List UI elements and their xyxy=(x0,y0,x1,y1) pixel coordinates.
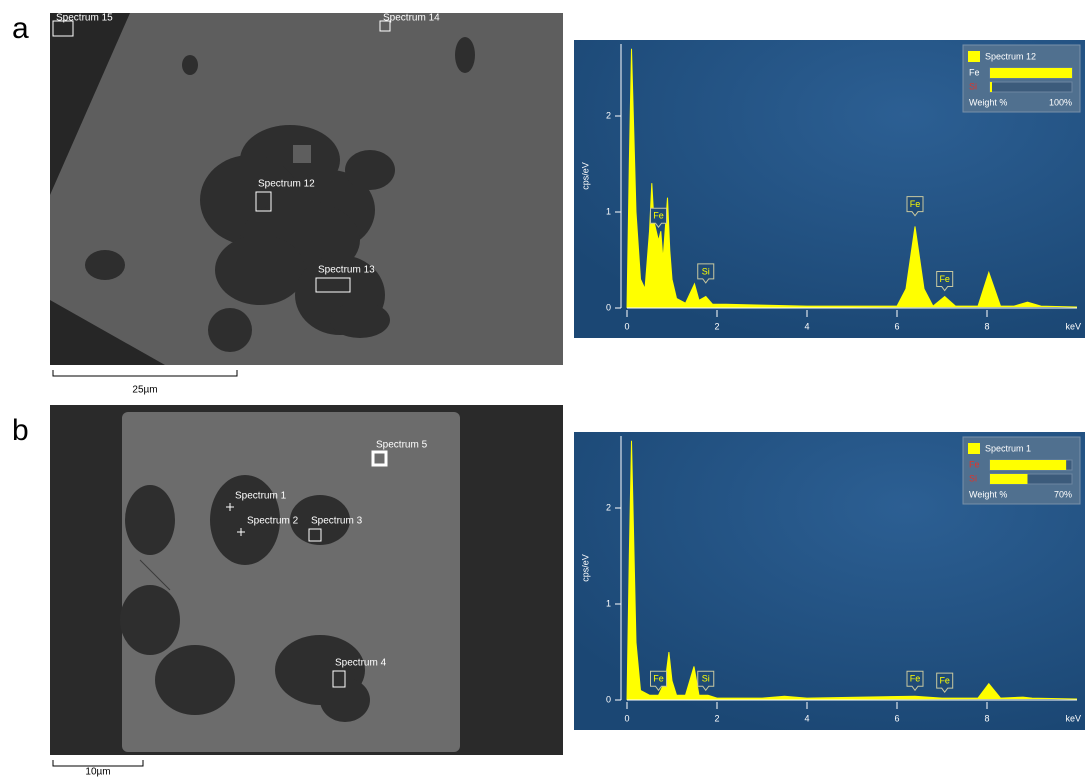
spectrum-label: Spectrum 15 xyxy=(56,13,113,24)
sem-image: Spectrum 15 Spectrum 14 Spectrum 12 Spec… xyxy=(50,13,563,365)
y-tick-label: 0 xyxy=(606,694,611,704)
legend-swatch xyxy=(968,443,980,454)
legend-title: Spectrum 12 xyxy=(985,51,1036,61)
x-tick-label: 8 xyxy=(984,321,989,331)
y-tick-label: 1 xyxy=(606,598,611,608)
weight-bar xyxy=(990,460,1066,470)
element-name: Si xyxy=(969,81,977,91)
peak-label: Si xyxy=(702,674,710,684)
x-tick-label: 2 xyxy=(714,713,719,723)
weight-track xyxy=(990,82,1072,92)
x-tick-label: 0 xyxy=(624,321,629,331)
legend-title: Spectrum 1 xyxy=(985,443,1031,453)
peak-label: Fe xyxy=(939,274,950,284)
spectrum-label: Spectrum 3 xyxy=(311,516,363,527)
weight-bar xyxy=(990,68,1072,78)
spectrum-label: Spectrum 12 xyxy=(258,179,315,190)
element-name: Fe xyxy=(969,67,980,77)
panel-label: b xyxy=(12,414,29,447)
x-tick-label: 2 xyxy=(714,321,719,331)
spectrum-chart: 0 2 4 6 8 0 1 2 keV cps/eV Fe Si Fe Fe Spectrum 12 Fe Si… xyxy=(574,40,1085,338)
x-unit: keV xyxy=(1065,321,1081,331)
weight-max: 100% xyxy=(1049,97,1072,107)
x-tick-label: 6 xyxy=(894,713,899,723)
element-name: Fe xyxy=(969,459,980,469)
x-tick-label: 4 xyxy=(804,321,809,331)
spectrum-chart: 0 2 4 6 8 0 1 2 keV cps/eV Fe Si Fe Fe Spectrum 1 Fe Si W… xyxy=(574,432,1085,730)
spectrum-label: Spectrum 14 xyxy=(383,13,440,24)
peak-label: Fe xyxy=(653,674,664,684)
scale-bar xyxy=(53,370,237,376)
figure: a b Spectrum 15 Spectrum 14 Spectrum 12 … xyxy=(0,0,1085,778)
spectrum-label: Spectrum 2 xyxy=(247,516,299,527)
spectrum-label: Spectrum 1 xyxy=(235,491,287,502)
peak-label: Si xyxy=(702,266,710,276)
spectrum-label: Spectrum 4 xyxy=(335,658,387,669)
legend-label: Weight % xyxy=(969,97,1007,107)
x-tick-label: 6 xyxy=(894,321,899,331)
spectrum-label: Spectrum 13 xyxy=(318,265,375,276)
x-tick-label: 8 xyxy=(984,713,989,723)
scale-bar-label: 25µm xyxy=(132,385,157,396)
spectrum-label: Spectrum 5 xyxy=(376,440,428,451)
panel-label: a xyxy=(12,12,29,45)
legend-swatch xyxy=(968,51,980,62)
y-axis-label: cps/eV xyxy=(580,554,590,582)
peak-label: Fe xyxy=(653,211,664,221)
y-tick-label: 1 xyxy=(606,206,611,216)
peak-label: Fe xyxy=(910,199,921,209)
peak-label: Fe xyxy=(939,676,950,686)
x-tick-label: 0 xyxy=(624,713,629,723)
weight-bar xyxy=(990,82,992,92)
scale-bar-label: 10µm xyxy=(85,767,110,778)
sem-image: Spectrum 5 Spectrum 1 Spectrum 2 Spectru… xyxy=(50,405,563,755)
y-axis-label: cps/eV xyxy=(580,162,590,190)
legend-label: Weight % xyxy=(969,489,1007,499)
y-tick-label: 2 xyxy=(606,110,611,120)
weight-max: 70% xyxy=(1054,489,1072,499)
x-tick-label: 4 xyxy=(804,713,809,723)
peak-label: Fe xyxy=(910,674,921,684)
x-unit: keV xyxy=(1065,713,1081,723)
weight-bar xyxy=(990,474,1027,484)
scale-bar xyxy=(53,760,143,766)
y-tick-label: 2 xyxy=(606,502,611,512)
element-name: Si xyxy=(969,473,977,483)
y-tick-label: 0 xyxy=(606,302,611,312)
